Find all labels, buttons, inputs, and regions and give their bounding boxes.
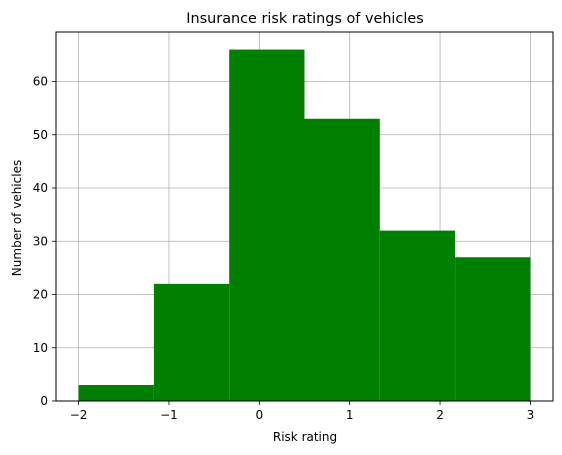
- y-tick-label: 20: [33, 288, 48, 302]
- x-tick-label: −1: [160, 408, 178, 422]
- histogram-bars: [78, 49, 531, 401]
- plot-frame: [55, 31, 554, 402]
- x-tick-label: 0: [255, 408, 263, 422]
- histogram-bar: [229, 49, 305, 401]
- histogram-bar: [78, 385, 154, 401]
- y-tick-label: 50: [33, 128, 48, 142]
- x-tick-label: 1: [346, 408, 354, 422]
- histogram-bar: [455, 257, 531, 401]
- chart-title: Insurance risk ratings of vehicles: [186, 11, 423, 27]
- x-tick-label: −2: [70, 408, 88, 422]
- histogram-bar: [379, 230, 456, 401]
- histogram-bar: [153, 283, 230, 401]
- histogram-bar: [304, 118, 380, 401]
- y-tick-label: 40: [33, 181, 48, 195]
- x-axis-label: Risk rating: [273, 430, 337, 444]
- y-tick-label: 10: [33, 341, 48, 355]
- y-tick-label: 30: [33, 234, 48, 248]
- x-tick-label: 3: [527, 408, 535, 422]
- y-axis-label: Number of vehicles: [10, 160, 24, 276]
- y-tick-label: 0: [40, 394, 48, 408]
- y-tick-label: 60: [33, 75, 48, 89]
- x-tick-label: 2: [436, 408, 444, 422]
